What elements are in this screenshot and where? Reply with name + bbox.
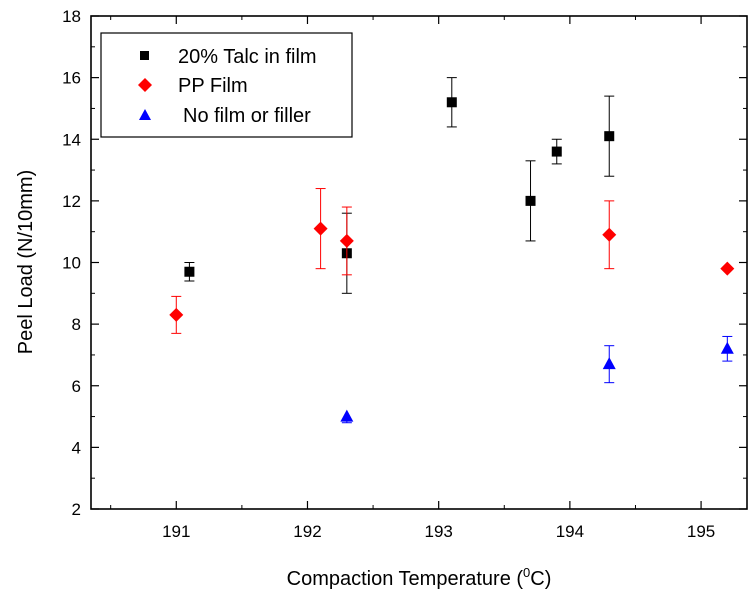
marker-triangle xyxy=(340,409,354,422)
data-point-series-0-5 xyxy=(604,95,615,177)
x-tick-label: 195 xyxy=(687,522,715,541)
y-tick-label: 6 xyxy=(72,377,81,396)
y-tick-label: 10 xyxy=(62,254,81,273)
axis-ticks xyxy=(91,15,747,510)
legend-marker-talc xyxy=(140,51,149,60)
data-point-series-1-0 xyxy=(169,295,184,334)
data-point-series-1-3 xyxy=(602,200,617,270)
x-tick-label: 192 xyxy=(293,522,321,541)
data-point-series-1-1 xyxy=(313,188,328,270)
x-tick-label: 193 xyxy=(424,522,452,541)
marker-diamond xyxy=(313,221,328,236)
data-point-series-1-4 xyxy=(720,261,735,276)
data-marks xyxy=(169,77,735,424)
data-point-series-0-3 xyxy=(525,160,536,242)
marker-square xyxy=(446,97,457,108)
x-axis-label-suffix: C) xyxy=(530,568,551,590)
x-tick-label: 194 xyxy=(556,522,584,541)
axis-tick-labels: 191 192 193 194 195 2 4 6 8 10 12 14 16 18 xyxy=(62,7,715,541)
legend-marker-pp-film xyxy=(138,78,152,92)
marker-diamond xyxy=(720,261,735,276)
y-tick-label: 2 xyxy=(72,500,81,519)
data-point-series-2-2 xyxy=(720,335,734,362)
y-tick-label: 12 xyxy=(62,192,81,211)
marker-square xyxy=(604,131,615,142)
marker-square xyxy=(525,195,536,206)
x-tick-label: 191 xyxy=(162,522,190,541)
marker-square xyxy=(184,266,195,277)
y-tick-label: 16 xyxy=(62,69,81,88)
data-point-series-2-0 xyxy=(340,409,354,424)
data-point-series-2-1 xyxy=(602,345,616,384)
x-axis-label-main: Compaction Temperature ( xyxy=(287,568,524,590)
legend-label-no-film: No film or filler xyxy=(183,105,311,127)
y-tick-label: 18 xyxy=(62,7,81,26)
marker-diamond xyxy=(169,307,184,322)
legend-label-pp-film: PP Film xyxy=(178,75,248,97)
y-tick-label: 8 xyxy=(72,315,81,334)
legend-marker-no-film xyxy=(139,109,151,120)
y-tick-label: 14 xyxy=(62,130,81,149)
data-point-series-1-2 xyxy=(339,206,354,276)
data-point-series-0-0 xyxy=(184,262,195,282)
x-axis-label: Compaction Temperature (0C) xyxy=(287,565,552,590)
marker-triangle xyxy=(602,357,616,370)
marker-square xyxy=(551,146,562,157)
marker-diamond xyxy=(339,233,354,248)
data-point-series-0-4 xyxy=(551,138,562,165)
legend-label-talc: 20% Talc in film xyxy=(178,46,317,68)
y-axis-label: Peel Load (N/10mm) xyxy=(15,170,37,355)
x-axis-label-superscript: 0 xyxy=(523,565,530,580)
marker-triangle xyxy=(720,341,734,354)
data-point-series-0-2 xyxy=(446,77,457,128)
legend: 20% Talc in film PP Film No film or fill… xyxy=(100,32,353,138)
y-tick-label: 4 xyxy=(72,438,81,457)
marker-diamond xyxy=(602,227,617,242)
